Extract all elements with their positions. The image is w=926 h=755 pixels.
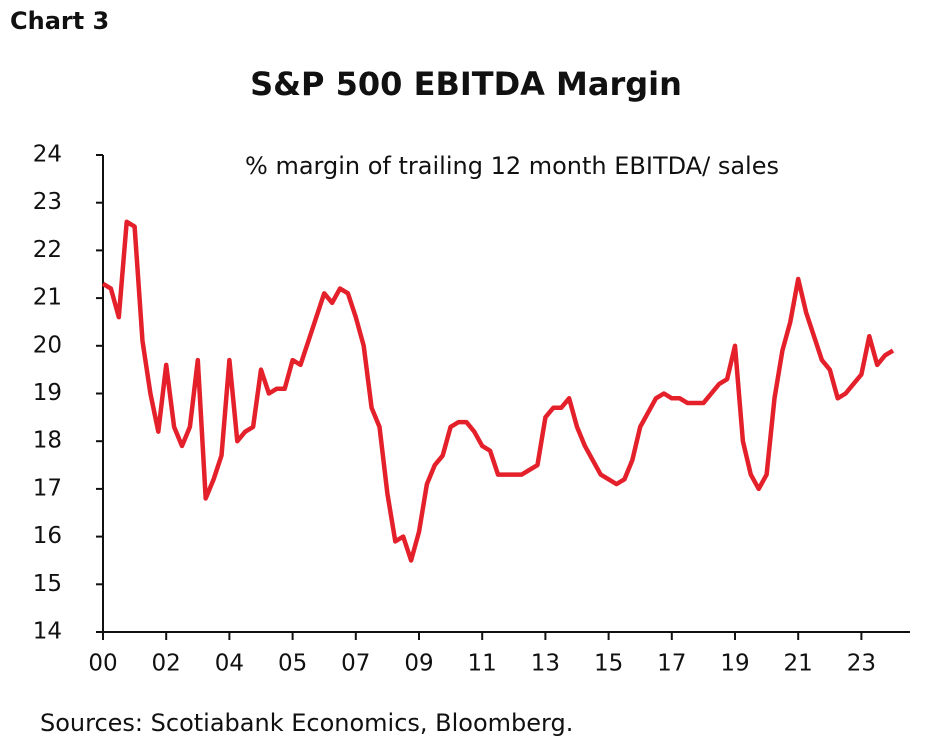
x-tick-label: 19	[720, 651, 749, 677]
x-tick-label: 00	[88, 651, 117, 677]
y-tick-label: 23	[33, 189, 62, 215]
x-tick-label: 21	[784, 651, 813, 677]
chart-title: S&P 500 EBITDA Margin	[250, 65, 682, 103]
x-tick-label: 02	[152, 651, 181, 677]
y-tick-label: 21	[33, 285, 62, 311]
y-tick-label: 24	[33, 142, 62, 168]
y-tick-label: 19	[33, 380, 62, 406]
x-tick-label: 11	[468, 651, 497, 677]
x-tick-label: 09	[404, 651, 433, 677]
y-tick-label: 14	[33, 619, 62, 645]
y-tick-label: 20	[33, 332, 62, 358]
x-tick-label: 04	[215, 651, 244, 677]
y-tick-label: 22	[33, 237, 62, 263]
line-series	[101, 219, 895, 563]
x-tick-label: 23	[847, 651, 876, 677]
y-tick-label: 16	[33, 523, 62, 549]
x-tick-label: 05	[278, 651, 307, 677]
x-tick-label: 15	[594, 651, 623, 677]
y-tick-label: 18	[33, 428, 62, 454]
source: Sources: Scotiabank Economics, Bloomberg…	[40, 709, 573, 737]
y-tick-label: 17	[33, 475, 62, 501]
x-tick-label: 17	[657, 651, 686, 677]
x-tick-label: 13	[531, 651, 560, 677]
x-tick-label: 07	[341, 651, 370, 677]
chart-label: Chart 3	[10, 7, 109, 35]
annotation: % margin of trailing 12 month EBITDA/ sa…	[245, 152, 779, 180]
y-tick-label: 15	[33, 571, 62, 597]
